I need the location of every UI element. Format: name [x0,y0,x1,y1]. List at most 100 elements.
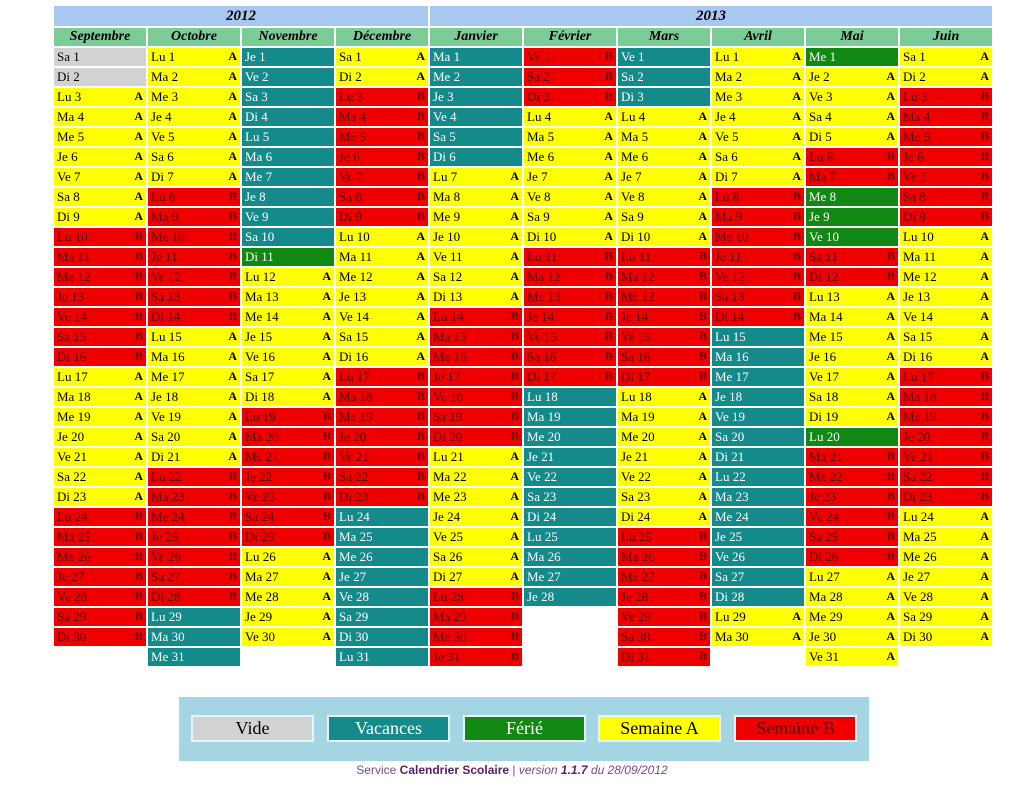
day-cell: Lu 15 A [148,328,240,346]
day-label: Me 28 [245,589,279,604]
week-type-badge: A [510,189,519,203]
week-type-badge: A [886,89,895,103]
day-label: Lu 17 [339,369,370,384]
day-cell: Ve 12 B [712,268,804,286]
week-type-badge: B [698,309,707,323]
week-type-badge: A [886,629,895,643]
day-cell: Ma 5 A [618,128,710,146]
week-type-badge: A [416,229,425,243]
day-cell: Di 25 B [242,528,334,546]
day-cell: Me 10 B [148,228,240,246]
day-label: Sa 22 [903,469,933,484]
day-cell: Lu 29 [148,608,240,626]
day-cell: Ma 25 B [54,528,146,546]
day-label: Ve 15 [621,329,651,344]
week-type-badge: A [980,609,989,623]
day-label: Sa 19 [433,409,463,424]
day-cell: Me 20 A [618,428,710,446]
day-cell: Je 13 A [900,288,992,306]
day-cell: Ve 12 B [148,268,240,286]
week-type-badge: B [228,569,237,583]
week-type-badge: A [698,209,707,223]
day-cell: Me 19 A [54,408,146,426]
day-cell: Lu 3 A [54,88,146,106]
day-cell: Me 26 A [900,548,992,566]
calendar-body: Sa 1 Lu 1 A Je 1 Sa 1 A Ma 1 Ve 1 B Ve 1 Lu 1 A Me 1… [54,48,992,666]
week-type-badge: B [886,489,895,503]
day-cell: Ve 25 A [430,528,522,546]
week-type-badge: A [980,229,989,243]
day-label: Ma 13 [245,289,279,304]
day-cell: Me 13 B [618,288,710,306]
week-type-badge: B [228,309,237,323]
week-type-badge: B [134,529,143,543]
week-type-badge: B [416,149,425,163]
week-type-badge: B [322,529,331,543]
week-type-badge: A [980,289,989,303]
week-type-badge: A [980,589,989,603]
day-label: Me 23 [433,489,467,504]
week-type-badge: A [228,49,237,63]
day-label: Sa 23 [621,489,651,504]
day-label: Sa 11 [809,249,838,264]
week-type-badge: A [698,149,707,163]
day-label: Je 4 [151,109,172,124]
day-label: Je 28 [621,589,649,604]
week-type-badge: B [510,369,519,383]
day-cell: Ma 26 B [618,548,710,566]
week-type-badge: A [698,409,707,423]
week-type-badge: A [980,509,989,523]
day-cell: Je 11 B [712,248,804,266]
day-cell: Je 21 A [618,448,710,466]
day-cell: Ve 7 A [54,168,146,186]
day-cell: Ma 13 A [242,288,334,306]
day-label: Ma 4 [339,109,367,124]
week-type-badge: B [792,189,801,203]
day-label: Di 26 [809,549,839,564]
week-type-badge: A [980,309,989,323]
day-cell: Je 20 B [336,428,428,446]
day-label: Ve 29 [621,609,651,624]
day-label: Ma 15 [433,329,467,344]
week-type-badge: A [134,469,143,483]
day-label: Me 26 [903,549,937,564]
day-cell: Me 6 A [524,148,616,166]
year-header-2012: 2012 [54,6,428,26]
day-cell: Sa 5 [430,128,522,146]
day-label: Ve 10 [809,229,839,244]
day-cell: Lu 24 A [900,508,992,526]
day-cell: Ve 30 A [242,628,334,646]
day-cell: Me 5 B [336,128,428,146]
week-type-badge: A [604,229,613,243]
week-type-badge: A [510,469,519,483]
day-cell: Ma 30 A [712,628,804,646]
day-cell: Ma 29 B [430,608,522,626]
day-cell: Me 8 [806,188,898,206]
day-cell: Lu 24 B [54,508,146,526]
day-cell: Ma 19 A [618,408,710,426]
day-label: Lu 21 [433,449,464,464]
week-type-badge: B [416,409,425,423]
day-cell: Sa 25 B [806,528,898,546]
day-label: Ma 22 [433,469,467,484]
day-label: Je 13 [339,289,367,304]
week-type-badge: B [322,409,331,423]
day-cell: Di 23 A [54,488,146,506]
day-cell: Di 3 B [524,88,616,106]
week-type-badge: B [510,589,519,603]
week-type-badge: B [604,349,613,363]
day-label: Me 24 [151,509,185,524]
day-label: Ve 22 [621,469,651,484]
day-label: Lu 22 [715,469,746,484]
day-label: Ma 1 [433,49,461,64]
day-cell: Lu 10 A [336,228,428,246]
day-cell: Me 3 A [148,88,240,106]
week-type-badge: A [416,69,425,83]
day-cell: Sa 15 A [336,328,428,346]
week-type-badge: A [322,389,331,403]
week-type-badge: B [698,289,707,303]
day-cell: Di 10 A [618,228,710,246]
week-type-badge: B [416,469,425,483]
week-type-badge: A [134,389,143,403]
day-label: Ma 18 [339,389,373,404]
